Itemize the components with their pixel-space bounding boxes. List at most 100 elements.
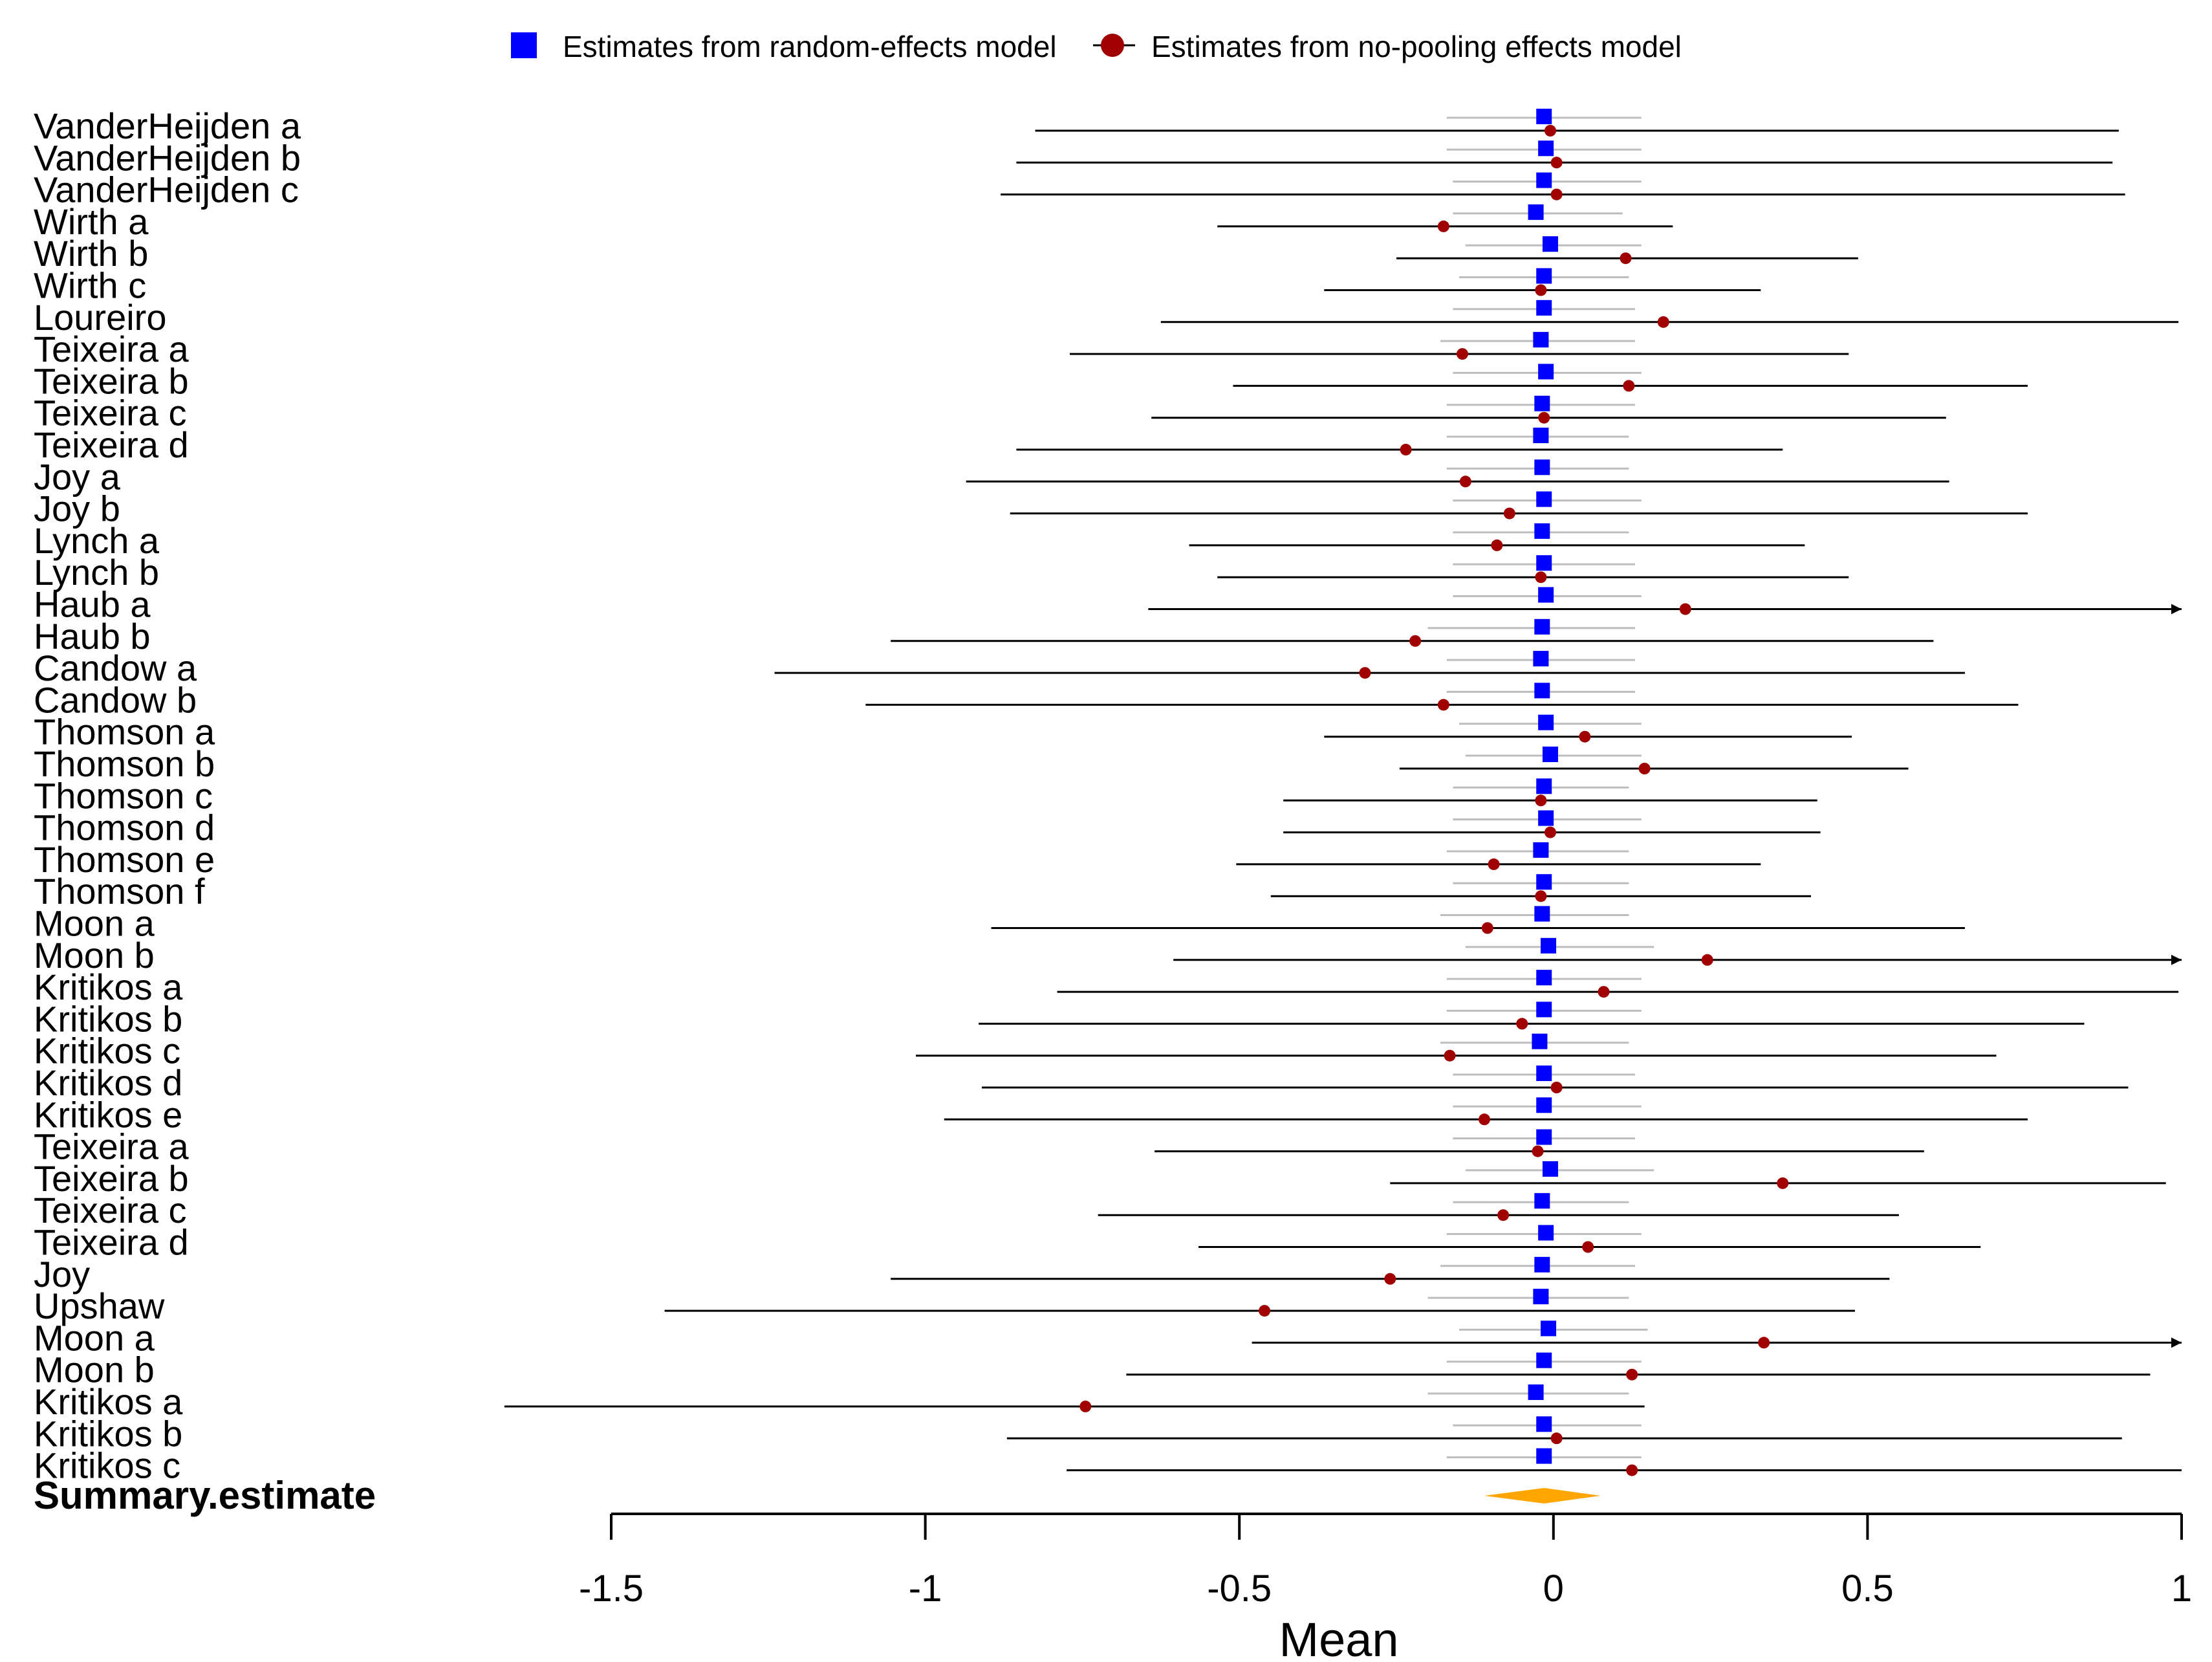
study-row: Kritikos b: [34, 1413, 2122, 1454]
study-label: Upshaw: [34, 1285, 165, 1326]
study-label: Kritikos a: [34, 1381, 183, 1422]
no-pooling-point: [1544, 826, 1556, 838]
study-row: Moon a: [34, 1317, 2182, 1358]
random-effects-point: [1538, 810, 1554, 826]
no-pooling-point: [1409, 635, 1422, 647]
study-label: Wirth b: [34, 233, 148, 274]
study-label: Teixeira c: [34, 393, 187, 433]
study-label: Thomson b: [34, 743, 215, 784]
study-label: Thomson f: [34, 871, 205, 912]
random-effects-point: [1538, 364, 1554, 380]
study-label: Teixeira d: [34, 1222, 189, 1263]
random-effects-point: [1536, 109, 1552, 124]
no-pooling-point: [1488, 858, 1500, 870]
random-effects-point: [1533, 1289, 1549, 1305]
study-row: Thomson e: [34, 839, 1761, 880]
random-effects-point: [1534, 1193, 1550, 1209]
no-pooling-point: [1259, 1305, 1271, 1317]
study-row: Thomson b: [34, 743, 1909, 784]
study-row: Lynch a: [34, 520, 1805, 561]
study-label: Kritikos a: [34, 967, 183, 1007]
study-row: Kritikos c: [34, 1031, 1997, 1071]
study-label: Joy a: [34, 456, 121, 497]
random-effects-point: [1528, 204, 1544, 220]
study-label: Lynch b: [34, 552, 159, 593]
random-effects-point: [1532, 1033, 1548, 1049]
random-effects-point: [1536, 874, 1552, 890]
random-effects-point: [1536, 491, 1552, 507]
no-pooling-point: [1359, 667, 1371, 679]
no-pooling-point: [1079, 1401, 1092, 1412]
summary-diamond: [1484, 1488, 1601, 1503]
x-tick-label: 0: [1543, 1568, 1564, 1610]
study-label: Joy: [34, 1254, 90, 1295]
study-label: Candow b: [34, 679, 197, 720]
random-effects-point: [1541, 937, 1557, 954]
no-pooling-point: [1503, 507, 1515, 519]
random-effects-point: [1538, 587, 1554, 603]
random-effects-point: [1536, 1416, 1552, 1432]
study-label: Thomson d: [34, 807, 215, 848]
study-row: Candow b: [34, 679, 2019, 720]
random-effects-point: [1538, 714, 1554, 730]
no-pooling-point: [1481, 922, 1493, 934]
study-label: Kritikos d: [34, 1062, 182, 1103]
no-pooling-point: [1701, 954, 1713, 966]
random-effects-point: [1536, 300, 1552, 316]
random-effects-point: [1536, 268, 1552, 284]
random-effects-point: [1534, 459, 1550, 476]
study-label: VanderHeijden a: [34, 105, 301, 146]
study-row: Thomson f: [34, 871, 1811, 912]
study-label: Thomson a: [34, 712, 215, 752]
study-label: Wirth c: [34, 265, 146, 306]
study-label: Teixeira b: [34, 1158, 189, 1199]
study-row: VanderHeijden a: [34, 105, 2119, 146]
study-label: Kritikos c: [34, 1031, 180, 1071]
x-tick-label: -0.5: [1207, 1568, 1272, 1610]
random-effects-point: [1533, 332, 1549, 348]
no-pooling-point: [1623, 380, 1635, 392]
no-pooling-point: [1626, 1464, 1638, 1476]
study-row: Kritikos b: [34, 998, 2085, 1039]
random-effects-point: [1538, 1225, 1554, 1241]
study-row: Moon b: [34, 1350, 2151, 1390]
study-row: Candow a: [34, 648, 1965, 688]
study-row: Wirth b: [34, 233, 1858, 274]
random-effects-point: [1538, 140, 1554, 157]
random-effects-point: [1534, 395, 1550, 411]
study-row: Kritikos a: [34, 1381, 1645, 1422]
study-row: Joy a: [34, 456, 1949, 497]
no-pooling-point: [1544, 125, 1556, 137]
no-pooling-point: [1598, 986, 1610, 998]
study-row: VanderHeijden b: [34, 137, 2113, 178]
study-row: Kritikos a: [34, 967, 2179, 1007]
no-pooling-point: [1437, 220, 1449, 232]
no-pooling-point: [1777, 1177, 1789, 1189]
study-row: Teixeira c: [34, 1190, 1899, 1230]
random-effects-point: [1534, 618, 1550, 635]
no-pooling-point: [1384, 1273, 1396, 1285]
study-row: Thomson d: [34, 807, 1821, 848]
no-pooling-point: [1535, 890, 1547, 902]
no-pooling-point: [1758, 1337, 1770, 1349]
study-row: Teixeira d: [34, 1222, 1981, 1263]
study-label: Kritikos b: [34, 998, 182, 1039]
random-effects-point: [1542, 1161, 1558, 1177]
no-pooling-point: [1491, 539, 1503, 551]
study-row: Kritikos e: [34, 1094, 2028, 1135]
no-pooling-point: [1535, 794, 1547, 807]
no-pooling-point: [1550, 1082, 1563, 1093]
study-label: Lynch a: [34, 520, 160, 561]
random-effects-point: [1536, 1097, 1552, 1113]
study-label: Haub a: [34, 584, 151, 625]
study-label: Thomson c: [34, 775, 213, 816]
no-pooling-point: [1456, 348, 1468, 360]
random-effects-point: [1536, 1066, 1552, 1081]
x-axis: Mean -1.5 -1 -0.5 0 0.5 1: [579, 1513, 2192, 1662]
no-pooling-point: [1437, 699, 1449, 711]
no-pooling-point: [1579, 730, 1591, 743]
study-label: Moon b: [34, 1350, 155, 1390]
study-row: Kritikos c: [34, 1445, 2182, 1486]
study-row: Wirth c: [34, 265, 1761, 306]
study-row: Teixeira b: [34, 360, 2028, 401]
